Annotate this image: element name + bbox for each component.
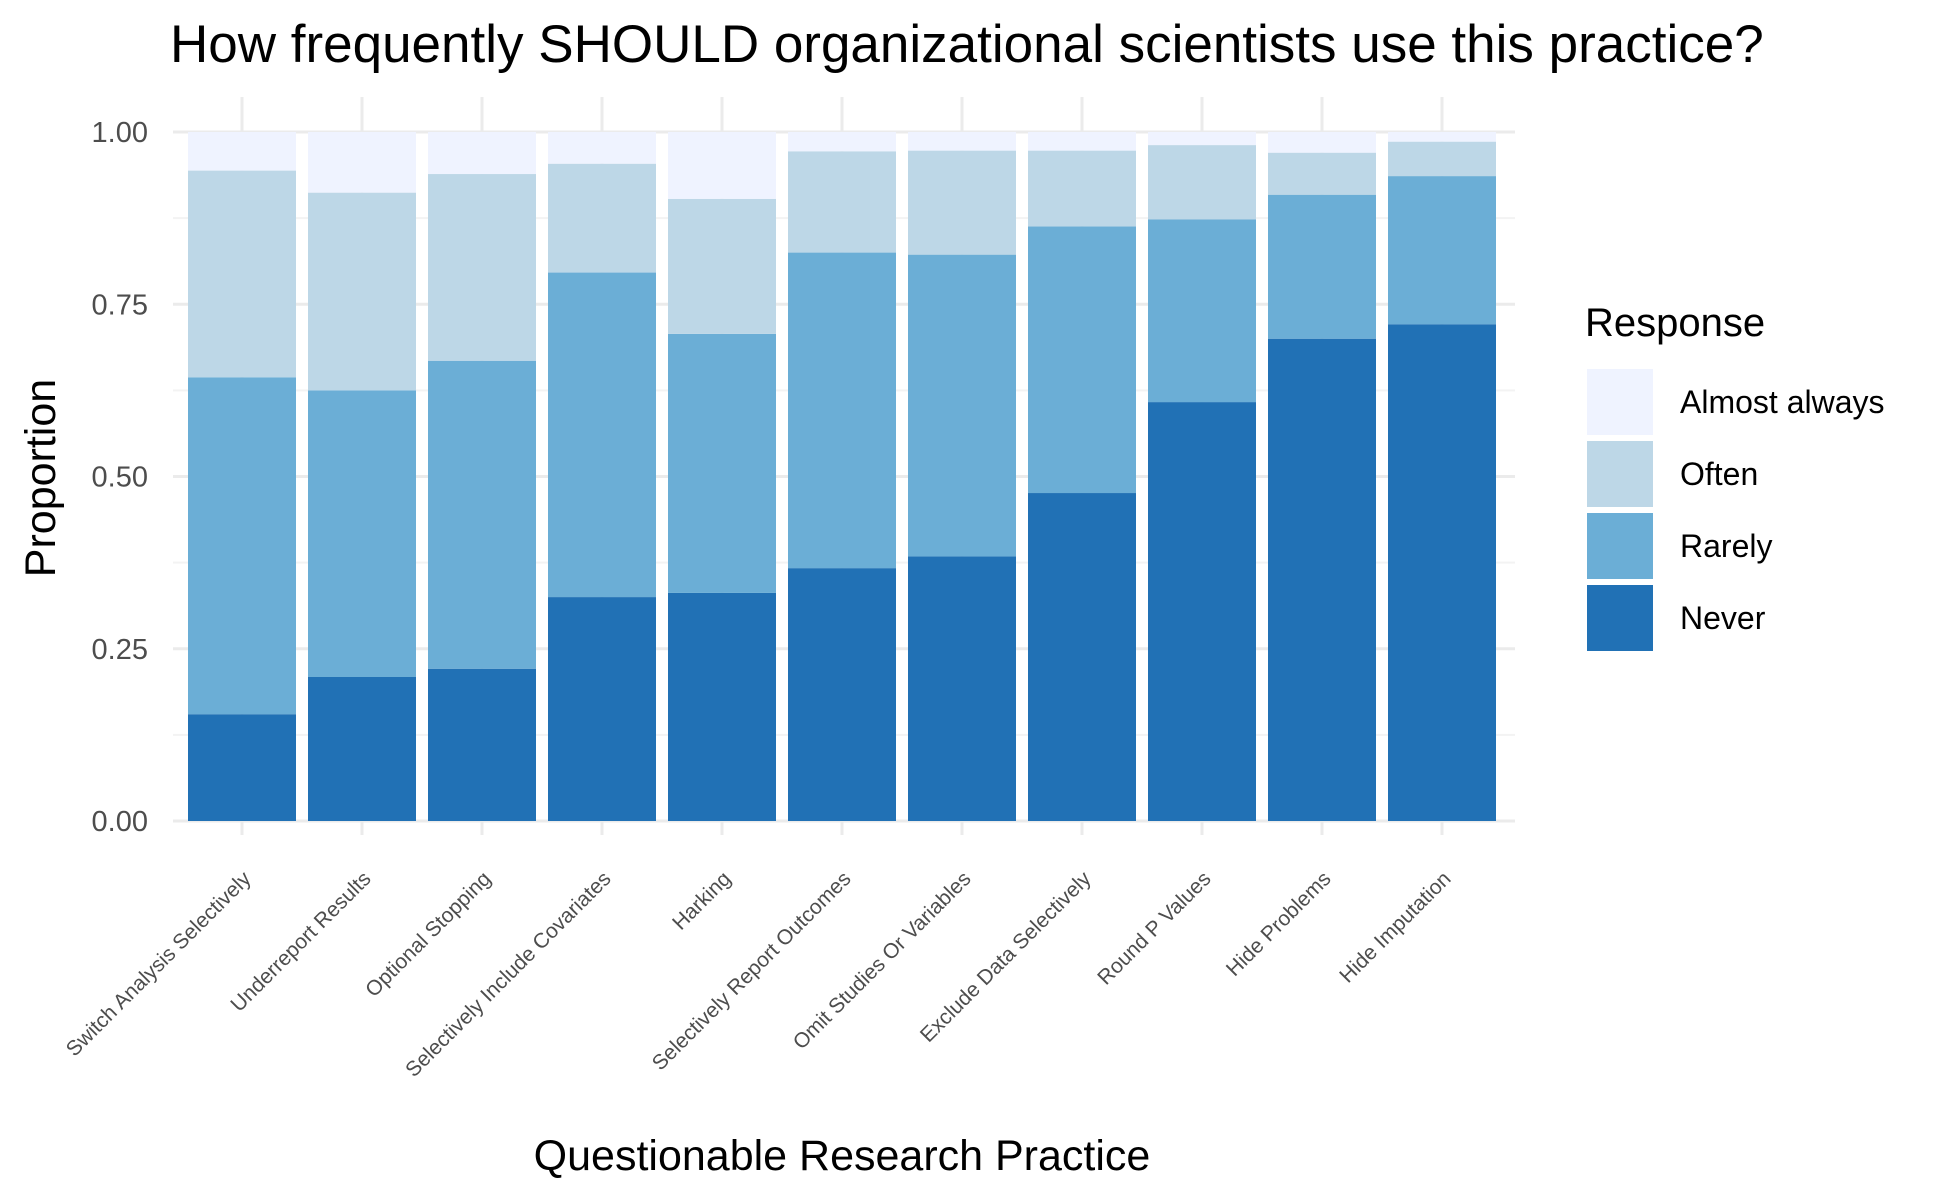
bar-segment-rarely bbox=[1388, 176, 1496, 325]
x-tick-label: Hide Imputation bbox=[1335, 867, 1455, 987]
bar-segment-never bbox=[908, 556, 1016, 821]
bar-segment-often bbox=[668, 198, 776, 334]
bar-segment-rarely bbox=[668, 333, 776, 593]
bar-segment-almost-always bbox=[788, 132, 896, 152]
bar-segment-never bbox=[668, 592, 776, 821]
bar-segment-rarely bbox=[548, 272, 656, 598]
legend-key-rarely bbox=[1587, 513, 1653, 579]
bar-segment-rarely bbox=[428, 360, 536, 669]
bar-segment-never bbox=[308, 676, 416, 821]
y-tick-label: 1.00 bbox=[92, 117, 148, 149]
x-axis-title: Questionable Research Practice bbox=[534, 1132, 1151, 1180]
bar-segment-often bbox=[1388, 141, 1496, 177]
bar-segment-almost-always bbox=[908, 132, 1016, 151]
bar-segment-rarely bbox=[788, 252, 896, 569]
bar-segment-almost-always bbox=[668, 132, 776, 199]
y-axis-title: Proportion bbox=[17, 379, 65, 577]
bar-segment-often bbox=[188, 170, 296, 378]
x-tick-label: Hide Problems bbox=[1222, 867, 1336, 981]
x-tick-label: Selectively Include Covariates bbox=[401, 867, 615, 1081]
bar-segment-never bbox=[1028, 493, 1136, 821]
legend: Response Almost always Often Rarely Never bbox=[1585, 301, 1885, 651]
legend-key-never bbox=[1587, 585, 1653, 651]
y-tick-label: 0.75 bbox=[92, 289, 148, 321]
bar-segment-often bbox=[428, 174, 536, 361]
bar-segment-almost-always bbox=[1388, 132, 1496, 142]
legend-title: Response bbox=[1585, 301, 1765, 345]
legend-label: Almost always bbox=[1680, 384, 1885, 420]
bar-segment-often bbox=[548, 163, 656, 273]
legend-key-almost-always bbox=[1587, 369, 1653, 435]
bar-segment-never bbox=[548, 597, 656, 821]
bar-segment-almost-always bbox=[1268, 132, 1376, 153]
bar-segment-often bbox=[908, 150, 1016, 255]
x-tick-label: Harking bbox=[668, 867, 735, 934]
bar-segment-rarely bbox=[908, 254, 1016, 557]
bar-segment-often bbox=[788, 151, 896, 253]
chart-title: How frequently SHOULD organizational sci… bbox=[170, 15, 1764, 74]
legend-key-often bbox=[1587, 441, 1653, 507]
y-tick-label: 0.50 bbox=[92, 462, 148, 494]
bar-segment-rarely bbox=[1268, 194, 1376, 339]
bar-segment-rarely bbox=[188, 377, 296, 715]
bar-segment-never bbox=[1268, 338, 1376, 821]
bar-segment-often bbox=[1148, 145, 1256, 220]
y-tick-label: 0.25 bbox=[92, 634, 148, 666]
bar-segment-almost-always bbox=[308, 132, 416, 193]
bar-segment-never bbox=[1388, 324, 1496, 821]
bar-segment-rarely bbox=[308, 390, 416, 677]
legend-label: Rarely bbox=[1680, 528, 1772, 564]
bar-segment-almost-always bbox=[548, 132, 656, 164]
bar-segment-never bbox=[188, 714, 296, 821]
legend-label: Never bbox=[1680, 600, 1766, 636]
bar-segment-often bbox=[308, 192, 416, 391]
x-tick-label: Switch Analysis Selectively bbox=[62, 867, 256, 1061]
y-axis: 0.00 0.25 0.50 0.75 1.00 bbox=[92, 117, 148, 838]
bar-segment-never bbox=[788, 568, 896, 821]
x-tick-label: Round P Values bbox=[1093, 867, 1215, 989]
bar-segment-rarely bbox=[1148, 219, 1256, 403]
bar-segment-often bbox=[1268, 152, 1376, 195]
legend-label: Often bbox=[1680, 456, 1758, 492]
bars bbox=[188, 132, 1496, 821]
bar-segment-never bbox=[1148, 402, 1256, 821]
bar-segment-never bbox=[428, 668, 536, 821]
bar-segment-almost-always bbox=[1028, 132, 1136, 151]
y-tick-label: 0.00 bbox=[92, 806, 148, 838]
bar-segment-almost-always bbox=[428, 132, 536, 175]
bar-segment-rarely bbox=[1028, 226, 1136, 494]
bar-segment-often bbox=[1028, 150, 1136, 227]
bar-segment-almost-always bbox=[1148, 132, 1256, 146]
x-tick-label: Optional Stopping bbox=[361, 867, 495, 1001]
bar-segment-almost-always bbox=[188, 132, 296, 171]
x-tick-label: Selectively Report Outcomes bbox=[648, 867, 856, 1075]
